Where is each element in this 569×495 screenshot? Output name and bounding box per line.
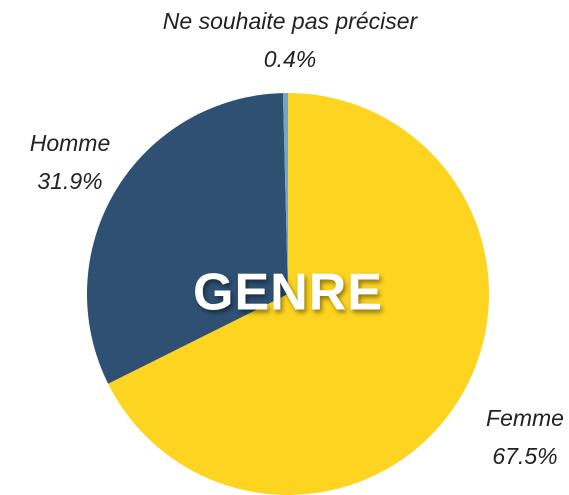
slice-label: Ne souhaite pas préciser bbox=[163, 8, 419, 34]
slice-label: Femme bbox=[486, 405, 564, 431]
pie bbox=[87, 93, 489, 495]
slice-value-label: 0.4% bbox=[264, 46, 316, 72]
slice-label: Homme bbox=[30, 130, 111, 156]
pie-slice bbox=[87, 93, 288, 384]
pie-slice bbox=[282, 93, 288, 294]
pie-slice bbox=[108, 93, 489, 495]
slice-value-label: 67.5% bbox=[492, 443, 557, 469]
center-label: GENRE bbox=[193, 264, 383, 322]
slice-value-label: 31.9% bbox=[37, 168, 102, 194]
